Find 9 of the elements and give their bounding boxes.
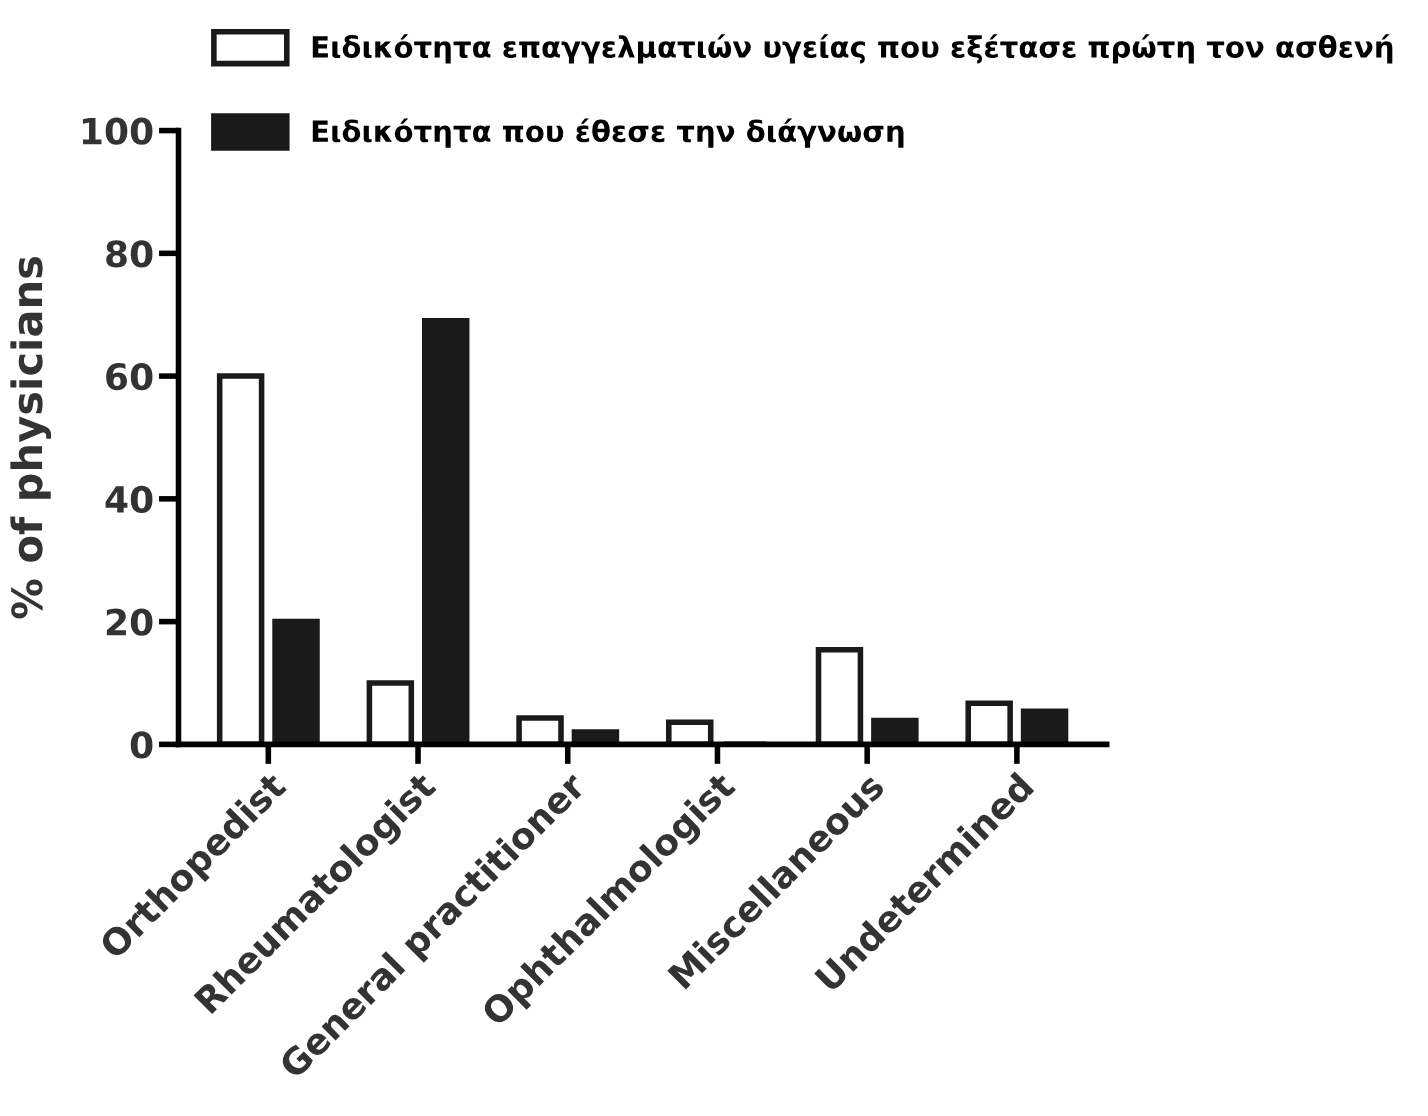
y-tick-label: 20 [106, 608, 153, 636]
y-tick-label: 40 [105, 485, 153, 514]
legend-label: Ειδικότητα επαγγελματιών υγείας που εξέτασε πρώτη τον ασθενή [312, 34, 1393, 64]
y-tick-label: 80 [106, 240, 153, 268]
y-tick-label: 100 [82, 117, 153, 145]
y-tick-label: 60 [106, 363, 153, 391]
y-tick-label: 0 [130, 731, 153, 759]
y-axis-title: % of physicians [10, 257, 52, 619]
legend-label: Ειδικότητα που έθεσε την διάγνωση [312, 118, 904, 148]
